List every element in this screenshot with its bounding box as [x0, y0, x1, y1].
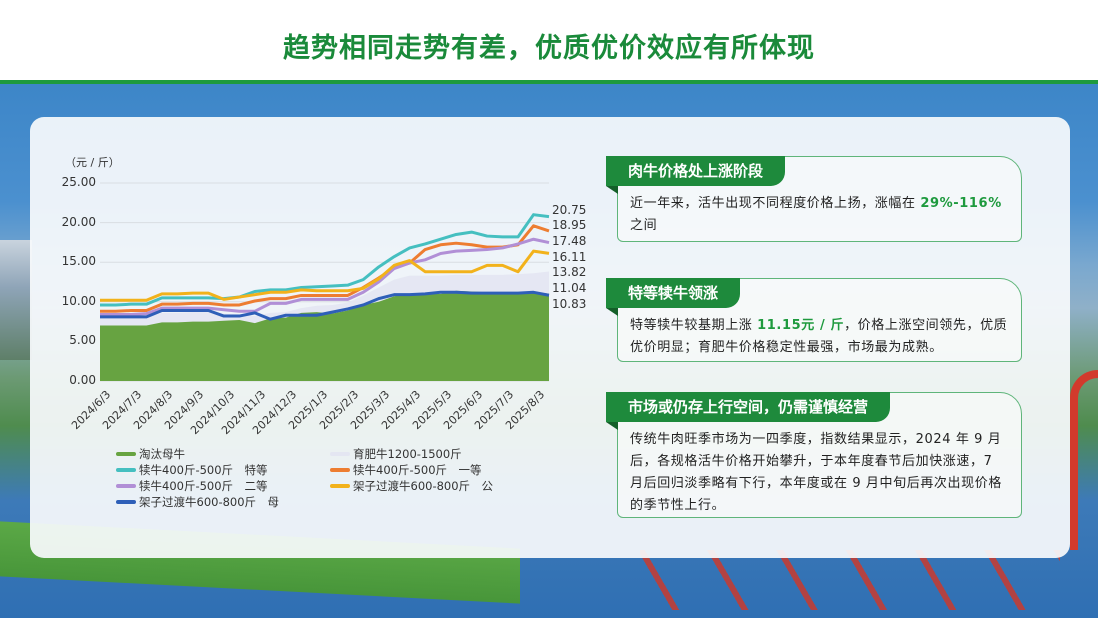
legend-label: 犊牛400斤-500斤 特等 — [139, 463, 268, 477]
y-tick-label: 0.00 — [69, 373, 96, 387]
y-tick-label: 15.00 — [61, 254, 96, 269]
legend-label: 犊牛400斤-500斤 一等 — [353, 463, 482, 477]
card-price-rising: 肉牛价格处上涨阶段 近一年来，活牛出现不同程度价格上扬，涨幅在 29%-116%… — [606, 156, 1022, 242]
series-line-calf-premium — [100, 213, 550, 307]
legend-swatch — [116, 468, 136, 472]
series-area-cull-cow — [100, 290, 549, 381]
legend-label: 犊牛400斤-500斤 二等 — [139, 479, 268, 493]
legend-swatch — [330, 452, 350, 456]
end-value-label: 11.04 — [552, 281, 587, 295]
card-body: 近一年来，活牛出现不同程度价格上扬，涨幅在 29%-116% 之间 — [630, 196, 1002, 233]
end-value-label: 20.75 — [552, 203, 587, 217]
header-divider — [0, 80, 1098, 84]
legend-item: 架子过渡牛600-800斤 母 — [116, 494, 279, 510]
highlight-amount: 11.15元 / 斤 — [757, 318, 845, 333]
legend-item: 育肥牛1200-1500斤 — [330, 446, 462, 462]
legend-swatch — [116, 484, 136, 488]
end-value-label: 16.11 — [552, 250, 587, 264]
end-value-label: 17.48 — [552, 234, 587, 248]
legend-item: 淘汰母牛 — [116, 446, 185, 462]
header: 趋势相同走势有差，优质优价效应有所体现 — [0, 0, 1098, 80]
legend-swatch — [116, 452, 136, 456]
legend-item: 犊牛400斤-500斤 二等 — [116, 478, 268, 494]
legend-swatch — [116, 500, 136, 504]
card-body: 传统牛肉旺季市场为一四季度，指数结果显示，2024 年 9 月后，各规格活牛价格… — [630, 432, 1002, 513]
y-tick-label: 5.00 — [69, 333, 96, 348]
legend-swatch — [330, 484, 350, 488]
card-heading: 特等犊牛领涨 — [606, 278, 741, 316]
y-tick-label: 20.00 — [61, 214, 96, 229]
card-premium-calves: 特等犊牛领涨 特等犊牛较基期上涨 11.15元 / 斤，价格上涨空间领先，优质优… — [606, 278, 1022, 362]
legend-label: 淘汰母牛 — [139, 447, 185, 461]
legend-item: 犊牛400斤-500斤 特等 — [116, 462, 268, 478]
end-value-label: 13.82 — [552, 265, 587, 279]
series-line-feeder-male — [100, 249, 550, 302]
highlight-range: 29%-116% — [920, 196, 1002, 211]
series-line-feeder-female — [100, 290, 550, 321]
series-line-calf-first — [100, 224, 550, 313]
legend-label: 架子过渡牛600-800斤 公 — [353, 479, 494, 493]
legend-label: 育肥牛1200-1500斤 — [353, 447, 462, 461]
series-line-calf-second — [100, 237, 550, 316]
legend-item: 架子过渡牛600-800斤 公 — [330, 478, 493, 494]
background-city — [0, 240, 32, 360]
card-market-outlook: 市场或仍存上行空间，仍需谨慎经营 传统牛肉旺季市场为一四季度，指数结果显示，20… — [606, 392, 1022, 518]
card-heading: 市场或仍存上行空间，仍需谨慎经营 — [606, 392, 891, 430]
card-body: 特等犊牛较基期上涨 11.15元 / 斤，价格上涨空间领先，优质优价明显；育肥牛… — [630, 318, 1008, 355]
legend-item: 犊牛400斤-500斤 一等 — [330, 462, 482, 478]
legend-label: 架子过渡牛600-800斤 母 — [139, 495, 280, 509]
end-value-label: 18.95 — [552, 218, 587, 232]
background-bridge-struts — [640, 550, 1060, 610]
y-tick-label: 25.00 — [61, 175, 96, 189]
end-value-label: 10.83 — [552, 297, 587, 311]
page-title: 趋势相同走势有差，优质优价效应有所体现 — [283, 33, 815, 64]
y-tick-label: 10.00 — [61, 293, 96, 308]
card-heading: 肉牛价格处上涨阶段 — [606, 156, 786, 194]
y-axis-unit: （元 / 斤） — [65, 156, 120, 169]
background-bridge-arch — [1070, 370, 1098, 550]
legend-swatch — [330, 468, 350, 472]
